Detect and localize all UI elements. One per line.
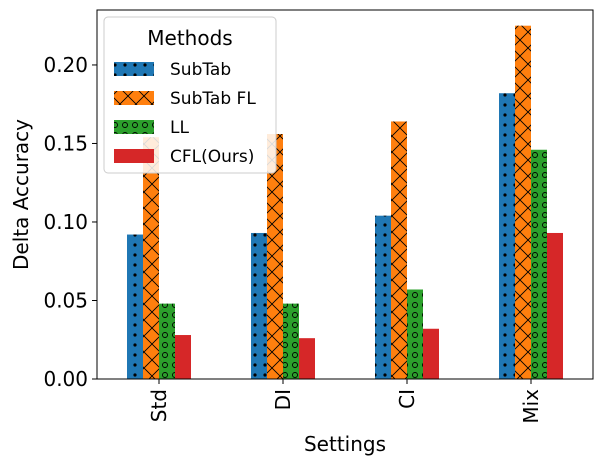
bar-ll-std xyxy=(159,303,175,379)
y-tick-label: 0.00 xyxy=(43,367,88,391)
bar-subtab-fl-di xyxy=(267,134,283,379)
legend-label: LL xyxy=(170,118,189,138)
legend-item-cfl-ours: CFL(Ours) xyxy=(114,147,254,167)
bar-subtab-ci xyxy=(375,215,391,379)
x-tick-label: CI xyxy=(395,389,419,409)
bar-subtab-mix xyxy=(499,93,515,379)
bar-ll-di xyxy=(283,303,299,379)
plot-frame xyxy=(96,9,594,380)
legend-item-subtab: SubTab xyxy=(114,60,231,80)
bar-ll-mix xyxy=(531,149,547,379)
legend: Methods SubTab SubTab FL LL CFL(Ours) xyxy=(103,16,277,174)
x-axis-label: Settings xyxy=(304,432,386,456)
bar-cfl-ours-std xyxy=(175,335,191,379)
bar-subtab-di xyxy=(251,232,267,379)
legend-label: SubTab xyxy=(170,60,231,80)
legend-title: Methods xyxy=(147,26,232,50)
y-tick-label: 0.20 xyxy=(43,53,88,77)
bar-cfl-ours-di xyxy=(299,338,315,379)
bar-cfl-ours-mix xyxy=(547,232,563,379)
legend-item-subtab-fl: SubTab FL xyxy=(114,89,256,109)
x-tick-label: Mix xyxy=(519,389,543,424)
y-tick-label: 0.05 xyxy=(43,288,88,312)
y-tick-label: 0.15 xyxy=(43,131,88,155)
legend-item-ll: LL xyxy=(114,118,189,138)
x-tick-label: Std xyxy=(147,389,171,422)
bar-ll-ci xyxy=(407,289,423,379)
bar-cfl-ours-ci xyxy=(423,328,439,379)
x-axis: Std DI CI Mix xyxy=(147,379,543,424)
bar-subtab-fl-mix xyxy=(515,25,531,380)
y-axis: 0.00 0.05 0.10 0.15 0.20 xyxy=(43,53,97,391)
y-axis-label: Delta Accuracy xyxy=(9,119,33,270)
x-tick-label: DI xyxy=(271,389,295,410)
bar-subtab-std xyxy=(127,234,143,379)
bars-group xyxy=(127,25,563,380)
legend-label: CFL(Ours) xyxy=(170,147,254,167)
bar-subtab-fl-std xyxy=(143,137,159,379)
legend-label: SubTab FL xyxy=(170,89,256,109)
y-tick-label: 0.10 xyxy=(43,210,88,234)
bar-subtab-fl-ci xyxy=(391,121,407,379)
